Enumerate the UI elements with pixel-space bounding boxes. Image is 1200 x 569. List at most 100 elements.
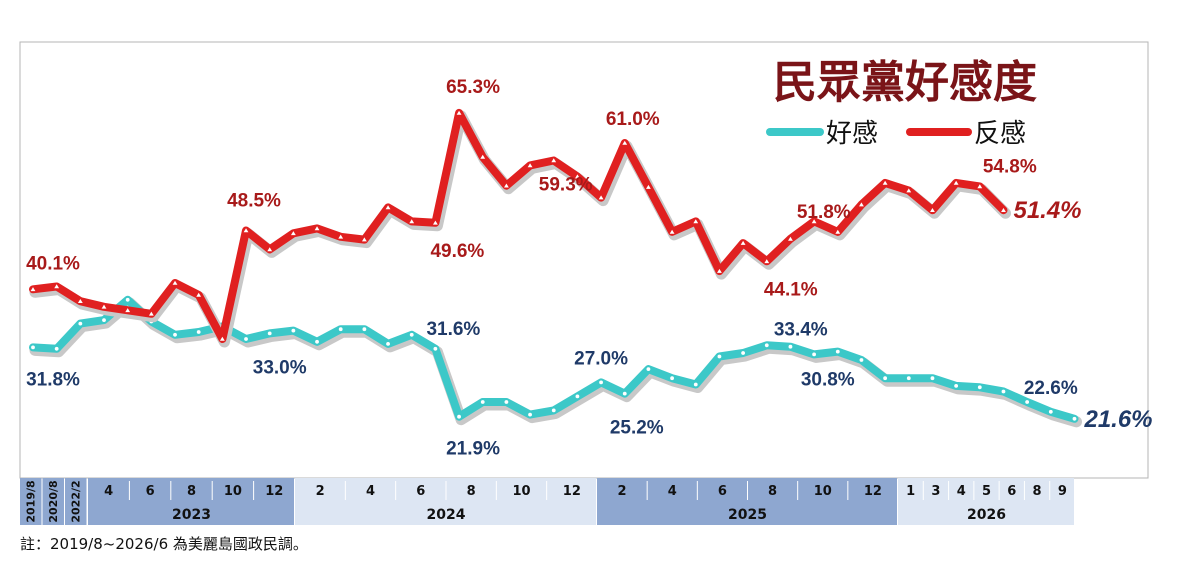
point-marker-positive: [930, 376, 935, 381]
point-marker-positive: [883, 376, 888, 381]
axis-tick-label: 2: [316, 484, 325, 499]
data-label-positive: 27.0%: [574, 348, 628, 369]
axis-tick-label: 5: [982, 484, 991, 499]
axis-cell-rotated: [20, 478, 42, 525]
point-marker-negative: [859, 202, 864, 207]
point-marker-positive: [102, 318, 106, 322]
point-marker-positive: [1025, 400, 1030, 404]
axis-tick-label: 3: [931, 484, 940, 499]
point-marker-negative: [361, 237, 367, 242]
axis-tick-label: 12: [563, 484, 581, 499]
point-marker-negative: [764, 259, 770, 264]
point-marker-negative: [77, 299, 83, 303]
point-marker-negative: [243, 228, 249, 233]
point-marker-positive: [244, 337, 248, 341]
plot-frame: [19, 41, 1149, 479]
axis-tick-label: 4: [104, 484, 113, 499]
point-marker-negative: [385, 205, 391, 210]
chart-title: 民眾黨好感度: [773, 57, 1037, 108]
axis-tick-rotated: 2019/8: [24, 480, 37, 522]
point-marker-positive: [409, 332, 414, 337]
axis-tick-label: 10: [224, 484, 242, 499]
point-marker-positive: [575, 394, 580, 399]
point-marker-positive: [812, 352, 817, 357]
point-marker-negative: [54, 284, 60, 289]
axis-year-label: 2024: [427, 507, 466, 523]
data-label-negative: 49.6%: [430, 241, 484, 262]
point-marker-positive: [741, 351, 745, 355]
axis-year-band: [88, 503, 294, 525]
axis-tick-label: 12: [265, 484, 283, 499]
point-marker-negative: [148, 311, 154, 316]
point-marker-negative: [504, 183, 509, 188]
data-label-negative: 44.1%: [764, 279, 818, 300]
axis-tick-label: 4: [366, 484, 375, 499]
data-label-positive: 21.9%: [446, 439, 500, 460]
point-marker-negative: [953, 180, 959, 185]
data-label-positive: 33.4%: [774, 319, 828, 340]
series-line-negative: [29, 108, 1008, 343]
point-marker-negative: [527, 163, 533, 168]
axis-tick-label: 4: [668, 484, 677, 499]
axis-year-band: [597, 503, 897, 525]
point-marker-positive: [906, 376, 911, 381]
data-label-positive: 31.8%: [26, 369, 80, 390]
data-label-negative: 65.3%: [446, 77, 500, 98]
axis-tick-label: 6: [718, 484, 727, 499]
chart: 31.8% 33.0% 31.6% 21.9% 27.0% 25.2% 33.4% 30.8%…: [19, 41, 1153, 525]
point-marker-negative: [314, 226, 320, 231]
point-marker-negative: [338, 234, 344, 239]
point-marker-negative: [1001, 208, 1006, 212]
point-marker-positive: [54, 346, 59, 351]
point-marker-negative: [480, 154, 486, 159]
axis-tick-label: 9: [1058, 484, 1067, 499]
point-marker-negative: [101, 304, 107, 309]
point-marker-positive: [1072, 416, 1077, 421]
point-marker-negative: [693, 219, 699, 224]
point-marker-positive: [315, 339, 319, 344]
data-label-negative: 40.1%: [26, 253, 80, 274]
point-marker-positive: [1001, 389, 1006, 394]
data-labels: 31.8% 33.0% 31.6% 21.9% 27.0% 25.2% 33.4% 30.8%…: [26, 77, 1152, 460]
point-marker-negative: [267, 247, 273, 252]
axis-tick-rotated: 2022/2: [69, 480, 82, 522]
point-marker-positive: [599, 380, 603, 385]
axis-tick-label: 10: [512, 484, 530, 499]
point-marker-positive: [173, 332, 177, 337]
axis-year-label: 2023: [172, 507, 211, 523]
point-marker-negative: [551, 158, 557, 163]
data-label-positive: 22.6%: [1024, 378, 1078, 399]
point-marker-positive: [78, 321, 83, 326]
point-marker-negative: [456, 110, 462, 115]
data-label-positive: 30.8%: [801, 370, 855, 391]
point-marker-positive: [433, 346, 438, 351]
point-marker-negative: [906, 188, 912, 193]
point-marker-negative: [669, 229, 675, 234]
point-marker-positive: [125, 297, 130, 302]
point-marker-positive: [528, 412, 532, 417]
data-label-positive: 21.6%: [1083, 406, 1152, 433]
axis-tick-label: 6: [146, 484, 155, 499]
axis-tick-label: 8: [187, 484, 196, 499]
point-marker-positive: [551, 408, 556, 413]
point-marker-positive: [480, 400, 485, 404]
legend: 好感 反感: [766, 119, 1026, 149]
point-marker-negative: [811, 219, 817, 224]
data-label-positive: 25.2%: [610, 418, 664, 439]
point-marker-positive: [31, 345, 35, 350]
point-marker-negative: [740, 240, 746, 245]
point-marker-positive: [717, 354, 722, 359]
point-marker-positive: [457, 414, 461, 419]
data-label-negative: 61.0%: [606, 109, 660, 130]
point-marker-positive: [977, 385, 982, 390]
point-marker-positive: [362, 327, 367, 332]
point-marker-negative: [172, 280, 178, 285]
series-layer: [29, 108, 1082, 428]
axis-tick-label: 10: [814, 484, 832, 499]
point-marker-negative: [30, 287, 36, 292]
axis-tick-label: 8: [467, 484, 476, 499]
point-marker-positive: [835, 349, 840, 354]
point-marker-positive: [859, 358, 864, 362]
axis-tick-label: 4: [957, 484, 966, 499]
point-marker-negative: [646, 184, 651, 189]
